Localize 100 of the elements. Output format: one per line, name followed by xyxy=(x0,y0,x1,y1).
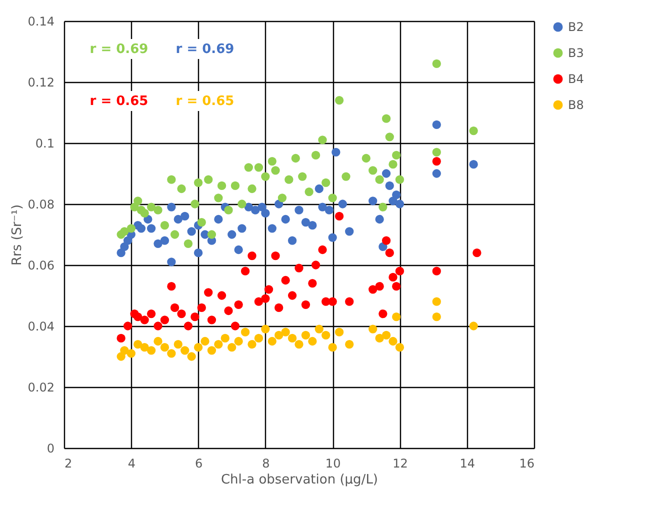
y-tick-label: 0.02 xyxy=(28,380,54,394)
point xyxy=(204,288,213,297)
point xyxy=(382,236,391,245)
point xyxy=(375,175,384,184)
point xyxy=(154,206,162,214)
point xyxy=(194,343,203,352)
legend-label: B8 xyxy=(568,98,584,112)
point xyxy=(116,334,126,343)
y-tick-label: 0.08 xyxy=(28,198,54,212)
point xyxy=(234,245,243,254)
point xyxy=(392,150,401,160)
x-tick-label: 8 xyxy=(262,456,270,470)
point xyxy=(248,252,256,260)
point xyxy=(207,230,216,239)
point xyxy=(281,276,290,285)
point xyxy=(432,297,441,306)
point xyxy=(268,156,276,166)
point xyxy=(224,206,233,214)
point xyxy=(334,328,344,336)
point xyxy=(160,221,170,230)
point xyxy=(268,224,276,233)
point xyxy=(261,324,270,334)
point xyxy=(140,316,149,324)
point xyxy=(334,96,344,105)
point xyxy=(395,266,404,276)
point xyxy=(146,224,156,233)
point xyxy=(392,190,401,200)
legend-label: B2 xyxy=(568,20,584,34)
point xyxy=(271,252,280,260)
point xyxy=(177,309,186,318)
annotation: r = 0.69 xyxy=(176,42,234,57)
point xyxy=(375,214,384,224)
point xyxy=(291,154,300,163)
x-axis-title: Chl-a observation (μg/L) xyxy=(220,472,378,488)
point xyxy=(217,181,226,190)
point xyxy=(368,324,378,334)
point xyxy=(254,163,264,172)
point xyxy=(318,245,327,254)
point xyxy=(261,172,270,181)
point xyxy=(345,297,354,306)
point xyxy=(362,154,370,163)
point xyxy=(234,300,243,309)
point xyxy=(120,346,129,355)
point xyxy=(194,248,203,258)
point xyxy=(392,312,401,322)
point xyxy=(167,282,176,291)
point xyxy=(281,328,290,336)
point xyxy=(288,291,297,300)
point xyxy=(301,330,310,340)
point xyxy=(120,227,129,236)
point xyxy=(342,172,350,181)
point xyxy=(385,248,394,258)
point xyxy=(332,148,340,156)
point xyxy=(244,163,253,172)
y-tick-label: 0.1 xyxy=(35,136,54,150)
point xyxy=(328,194,337,202)
point xyxy=(338,200,347,208)
point xyxy=(261,208,270,218)
point xyxy=(187,352,196,361)
point xyxy=(395,200,404,208)
point xyxy=(301,300,310,309)
point xyxy=(375,334,384,343)
x-tick-label: 4 xyxy=(128,456,136,470)
point xyxy=(469,126,478,136)
point xyxy=(184,322,193,330)
annotation: r = 0.65 xyxy=(176,94,234,109)
point xyxy=(274,330,284,340)
point xyxy=(234,336,243,346)
point xyxy=(126,349,136,358)
point xyxy=(308,278,317,288)
point xyxy=(160,236,170,245)
point xyxy=(392,282,401,291)
point xyxy=(220,334,230,343)
point xyxy=(385,132,394,142)
point xyxy=(170,230,180,239)
point xyxy=(167,258,176,266)
point xyxy=(378,202,388,212)
point xyxy=(328,297,337,306)
point xyxy=(388,160,398,169)
point xyxy=(388,272,398,282)
point xyxy=(214,340,223,349)
point xyxy=(240,266,250,276)
point xyxy=(268,336,276,346)
point xyxy=(180,212,190,221)
point xyxy=(134,340,142,349)
point xyxy=(288,236,297,245)
point xyxy=(146,346,156,355)
x-tick-label: 14 xyxy=(460,456,475,470)
point xyxy=(254,334,264,343)
point xyxy=(345,227,354,236)
point xyxy=(432,266,441,276)
point xyxy=(469,160,478,169)
annotation: r = 0.69 xyxy=(90,42,148,57)
point xyxy=(378,309,388,318)
point xyxy=(322,178,330,187)
point xyxy=(368,196,378,206)
x-tick-label: 6 xyxy=(194,456,203,470)
point xyxy=(207,316,216,324)
point xyxy=(294,206,304,214)
point xyxy=(134,196,142,206)
